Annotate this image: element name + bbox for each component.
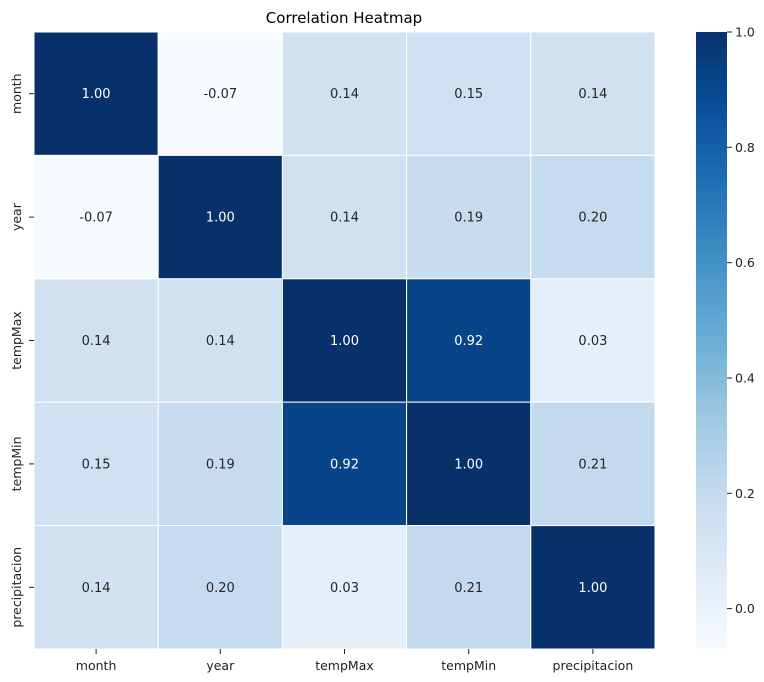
chart-title: Correlation Heatmap [266,9,422,27]
heatmap-cell [33,154,159,280]
colorbar-tick-label: 0.6 [735,255,755,270]
colorbar-tick-label: 0.4 [735,370,755,385]
cell-value-label: 1.00 [330,334,359,349]
heatmap-cell [281,525,408,650]
cell-value-label: 0.21 [578,457,607,472]
heatmap-cell [406,401,532,527]
heatmap-cell [530,401,656,527]
colorbar-tick-label: 1.0 [735,25,755,40]
heatmap-cell [530,31,656,156]
heatmap-cell [281,154,408,280]
heatmap-cell [406,31,532,156]
y-tick-label: precipitacion [9,547,24,628]
heatmap-cell [530,525,656,650]
colorbar-gradient [696,32,727,649]
cell-value-label: 1.00 [454,457,483,472]
x-tick-label: precipitacion [553,658,634,673]
heatmap-cell [33,31,159,156]
heatmap-cell [281,278,408,403]
cell-value-label: 1.00 [82,87,111,102]
heatmap-cell [406,278,532,403]
cell-value-label: -0.07 [203,87,237,102]
cell-value-label: 0.14 [330,211,359,226]
colorbar-tick-label: 0.0 [735,601,755,616]
x-tick-label: tempMin [441,658,496,673]
x-tick-label: tempMax [315,658,374,673]
cell-value-label: 0.14 [82,334,111,349]
heatmap-cell [33,525,159,650]
cell-value-label: 0.21 [454,581,483,596]
cell-value-label: 0.03 [578,334,607,349]
cell-value-label: 0.19 [454,211,483,226]
colorbar-tick-label: 0.2 [735,486,755,501]
colorbar-tick-label: 0.8 [735,140,755,155]
cell-value-label: 0.19 [206,457,235,472]
cell-value-label: 0.14 [82,581,111,596]
x-axis: month year tempMax tempMin precipitacion [76,649,633,673]
cell-value-label: 0.15 [454,87,483,102]
cell-value-label: 1.00 [206,211,235,226]
cell-value-label: 0.20 [206,581,235,596]
y-axis: month year tempMax tempMin precipitacion [9,73,34,628]
heatmap-cell [530,154,656,280]
y-tick-label: tempMin [9,436,24,491]
y-tick-label: year [9,202,24,231]
cell-value-label: 0.14 [578,87,607,102]
heatmap-cell [530,278,656,403]
x-tick-label: month [76,658,117,673]
heatmap-cell [157,31,283,156]
heatmap-cell [157,525,283,650]
heatmap-cell [281,401,408,527]
cell-value-label: 0.03 [330,581,359,596]
cell-value-label: 0.15 [82,457,111,472]
cell-value-label: 0.20 [578,211,607,226]
heatmap-cell [157,278,283,403]
cell-value-label: 0.92 [454,334,483,349]
cell-value-label: 1.00 [578,581,607,596]
heatmap-cell [281,31,408,156]
x-tick-label: year [206,658,235,673]
heatmap-cells: 1.00 -0.07 0.14 0.15 0.14 -0.07 1.00 0.14 0.19 0.… [33,31,656,650]
cell-value-label: -0.07 [79,211,113,226]
cell-value-label: 0.14 [206,334,235,349]
y-tick-label: month [9,73,24,114]
cell-value-label: 0.92 [330,457,359,472]
cell-value-label: 0.14 [330,87,359,102]
y-tick-label: tempMax [9,311,24,370]
colorbar: 0.0 0.2 0.4 0.6 0.8 1.0 [696,25,755,649]
heatmap-cell [157,401,283,527]
